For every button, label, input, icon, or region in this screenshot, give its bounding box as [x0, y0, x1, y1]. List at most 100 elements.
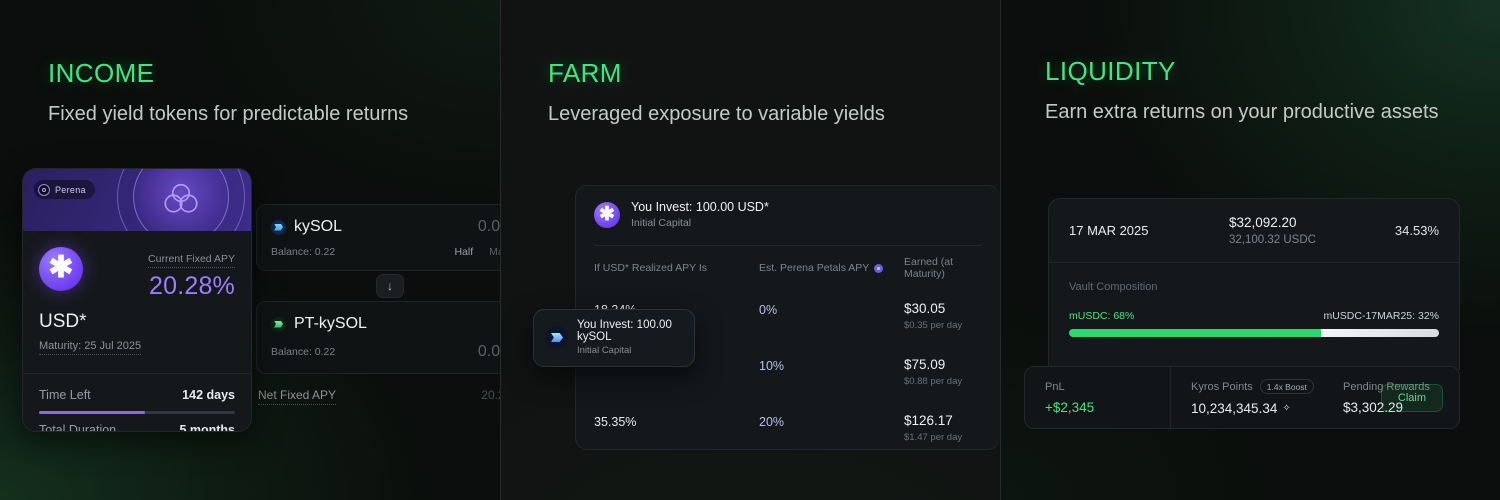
token-name: USD* — [39, 311, 87, 332]
time-left-progress-track — [39, 411, 235, 414]
net-fixed-apy-value: 20.28% — [481, 388, 500, 402]
cell-earned: $126.17 — [904, 413, 953, 428]
vault-composition: Vault Composition mUSDC: 68% mUSDC-17MAR… — [1049, 263, 1459, 337]
swap-from-top: kySOL 0.00 — [271, 218, 500, 236]
kyros-points-value: 10,234,345.34 — [1191, 401, 1278, 416]
column-header-earned: Earned (at Maturity) — [904, 256, 954, 280]
perena-mark-icon — [38, 183, 50, 196]
kyros-points-value-wrap: 10,234,345.34 ✧ — [1191, 401, 1323, 416]
income-swap-panel: kySOL 0.00 Balance: 0.22 Half Max ↓ — [256, 204, 500, 405]
cell-petals-apy: 0% — [759, 303, 778, 317]
income-header: INCOME Fixed yield tokens for predictabl… — [48, 58, 408, 126]
perena-badge-label: Perena — [55, 184, 86, 195]
swap-direction-arrow-icon[interactable]: ↓ — [376, 274, 404, 298]
perena-logo-icon — [164, 183, 198, 213]
card-footer: Time Left 142 days Total Duration 5 mont… — [23, 373, 251, 432]
income-position-card[interactable]: Perena ✱ Current Fixed APY 20.28% USD* M… — [22, 168, 252, 432]
column-header-realized-apy: If USD* Realized APY Is — [594, 262, 708, 274]
kyros-points-label-text: Kyros Points — [1191, 380, 1253, 393]
position-amounts: $32,092.20 32,100.32 USDC — [1229, 215, 1379, 246]
time-left-row: Time Left 142 days — [39, 388, 235, 402]
fixed-apy-label: Current Fixed APY — [148, 253, 235, 268]
swap-to-symbol: PT-kySOL — [294, 315, 367, 332]
cell-earned: $75.09 — [904, 357, 946, 372]
swap-to-bottom: Balance: 0.22 0.00 — [271, 343, 500, 361]
perena-brand-badge: Perena — [34, 180, 95, 199]
farm-invest-tooltip: You Invest: 100.00 kySOL Initial Capital — [533, 309, 695, 367]
swap-to-amount[interactable]: 0.00 — [477, 343, 500, 360]
sparkle-icon: ✧ — [1282, 403, 1291, 414]
farm-subtitle: Leveraged exposure to variable yields — [548, 103, 885, 125]
swap-from-balance: Balance: 0.22 — [271, 246, 336, 258]
vault-bar-segment-primary — [1069, 329, 1321, 337]
farm-tooltip-subtitle: Initial Capital — [577, 345, 632, 356]
farm-header: FARM Leveraged exposure to variable yiel… — [548, 58, 885, 126]
token-maturity: Maturity: 25 Jul 2025 — [39, 340, 142, 355]
swap-from-amount[interactable]: 0.00 — [477, 218, 500, 235]
panel-income: INCOME Fixed yield tokens for predictabl… — [0, 0, 500, 500]
half-button[interactable]: Half — [454, 246, 474, 258]
cell-earned-per-day: $1.47 per day — [904, 432, 963, 443]
kysol-token-icon — [271, 219, 286, 235]
income-title: INCOME — [48, 58, 155, 88]
max-button[interactable]: Max — [489, 246, 500, 258]
column-header-petals-apy: Est. Perena Petals APY — [759, 256, 904, 280]
usd-star-token-icon: ✱ — [594, 201, 620, 228]
swap-to-top: PT-kySOL — [271, 315, 500, 333]
column-header-petals-apy-label: Est. Perena Petals APY — [759, 262, 870, 274]
pnl-label: PnL — [1045, 380, 1065, 393]
card-banner: Perena — [23, 169, 251, 231]
stat-kyros-points: Kyros Points 1.4x Boost 10,234,345.34 ✧ — [1171, 367, 1323, 428]
banner-ring-outer-icon — [117, 169, 245, 231]
star-glyph: ✱ — [599, 203, 615, 225]
total-duration-label: Total Duration — [39, 423, 117, 432]
stat-pnl: PnL +$2,345 — [1025, 367, 1171, 428]
vault-composition-label: Vault Composition — [1069, 281, 1158, 293]
pt-kysol-token-icon — [271, 316, 286, 332]
cell-petals-apy: 10% — [759, 359, 785, 373]
liquidity-position-card: 17 MAR 2025 $32,092.20 32,100.32 USDC 34… — [1048, 198, 1460, 370]
time-left-value: 142 days — [182, 388, 235, 402]
swap-arrow-wrap: ↓ — [256, 271, 500, 301]
vault-legend-primary: mUSDC: 68% — [1069, 310, 1135, 322]
net-fixed-apy-label: Net Fixed APY — [258, 388, 337, 405]
farm-title: FARM — [548, 58, 622, 88]
position-date: 17 MAR 2025 — [1069, 222, 1149, 238]
vault-legend-secondary: mUSDC-17MAR25: 32% — [1323, 310, 1439, 322]
liquidity-subtitle: Earn extra returns on your productive as… — [1045, 101, 1439, 123]
farm-invest-text: You Invest: 100.00 USD* Initial Capital — [631, 200, 769, 229]
pnl-value: +$2,345 — [1045, 399, 1095, 415]
swap-to-token: PT-kySOL — [271, 315, 367, 333]
liquidity-stats-bar: PnL +$2,345 Kyros Points 1.4x Boost 10,2… — [1024, 366, 1460, 429]
liquidity-header: LIQUIDITY Earn extra returns on your pro… — [1045, 56, 1439, 124]
cell-earned: $30.05 — [904, 301, 946, 316]
cell-earned-per-day: $0.88 per day — [904, 376, 963, 387]
swap-from-bottom: Balance: 0.22 Half Max — [271, 246, 500, 258]
gear-icon[interactable] — [874, 263, 884, 273]
swap-to-row[interactable]: PT-kySOL Balance: 0.22 0.00 — [256, 301, 500, 374]
usd-star-token-icon: ✱ — [39, 247, 83, 291]
position-value-token: 32,100.32 USDC — [1229, 234, 1316, 246]
vault-bar-segment-secondary — [1320, 329, 1439, 337]
card-body: ✱ Current Fixed APY 20.28% USD* Maturity… — [23, 231, 251, 373]
panel-divider — [1000, 0, 1001, 500]
total-duration-value: 5 months — [179, 423, 235, 432]
liquidity-position-summary: 17 MAR 2025 $32,092.20 32,100.32 USDC 34… — [1049, 199, 1459, 263]
farm-invest-title: You Invest: 100.00 USD* — [631, 200, 769, 214]
claim-button[interactable]: Claim — [1380, 383, 1443, 412]
swap-to-balance: Balance: 0.22 — [271, 346, 336, 358]
cell-petals-apy: 20% — [759, 415, 785, 429]
net-fixed-apy-row: Net Fixed APY 20.28% — [256, 388, 500, 405]
table-row: 10% $75.09 $0.88 per day — [594, 344, 982, 400]
vault-composition-bar — [1069, 329, 1439, 337]
farm-table-header-row: If USD* Realized APY Is Est. Perena Peta… — [594, 245, 982, 288]
vault-legend: mUSDC: 68% mUSDC-17MAR25: 32% — [1069, 310, 1439, 322]
fixed-apy-value: 20.28% — [149, 272, 235, 300]
star-glyph: ✱ — [48, 251, 74, 284]
time-left-label: Time Left — [39, 388, 91, 402]
liquidity-title: LIQUIDITY — [1045, 56, 1176, 86]
position-apy: 34.53% — [1394, 223, 1439, 238]
swap-from-row[interactable]: kySOL 0.00 Balance: 0.22 Half Max — [256, 204, 500, 271]
cell-realized-apy: 35.35% — [594, 415, 637, 429]
